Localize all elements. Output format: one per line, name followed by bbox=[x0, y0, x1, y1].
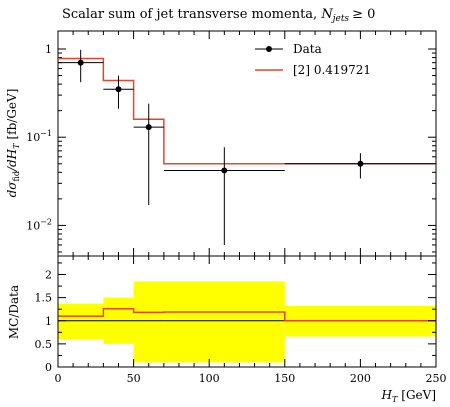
chart-title: Scalar sum of jet transverse momenta, Nj… bbox=[62, 7, 375, 24]
mc-step-line bbox=[58, 57, 436, 165]
ratio-panel: 0 0.5 1 1.5 2 0 50 100 150 200 250 bbox=[35, 255, 447, 385]
main-y-tick-label: 10−2 bbox=[26, 217, 52, 232]
data-marker bbox=[145, 124, 152, 131]
legend: Data [2] 0.419721 bbox=[255, 42, 371, 77]
x-tick-label: 150 bbox=[274, 372, 295, 385]
ratio-mc-line bbox=[58, 307, 436, 322]
data-point bbox=[133, 103, 164, 206]
ratio-y-tick-label: 0.5 bbox=[35, 338, 53, 351]
data-point bbox=[103, 75, 134, 109]
ratio-y-label: MC/Data bbox=[7, 285, 21, 339]
x-tick-label: 100 bbox=[199, 372, 220, 385]
x-tick-label: 50 bbox=[127, 372, 141, 385]
data-marker bbox=[357, 160, 364, 167]
ratio-ticks: 0 0.5 1 1.5 2 0 50 100 150 200 250 bbox=[35, 256, 447, 385]
legend-data-marker bbox=[266, 46, 272, 52]
ratio-frame bbox=[57, 255, 437, 368]
data-point bbox=[284, 153, 436, 179]
legend-data-label: Data bbox=[293, 42, 322, 56]
x-tick-label: 250 bbox=[426, 372, 447, 385]
ratio-y-tick-label: 1.5 bbox=[35, 292, 53, 305]
ratio-band bbox=[58, 281, 436, 363]
ratio-band-bin bbox=[163, 281, 285, 363]
ratio-band-bin bbox=[133, 281, 164, 363]
x-tick-label: 0 bbox=[55, 372, 62, 385]
data-point bbox=[163, 147, 285, 245]
ratio-y-tick-label: 2 bbox=[45, 269, 52, 282]
x-axis-label: HT [GeV] bbox=[380, 388, 436, 404]
x-tick-label: 200 bbox=[350, 372, 371, 385]
main-ticks: 1 10−1 10−2 bbox=[26, 31, 437, 256]
main-frame bbox=[57, 30, 437, 257]
data-point bbox=[58, 49, 104, 83]
ratio-band-bin bbox=[58, 303, 104, 340]
main-y-tick-label: 10−1 bbox=[26, 129, 52, 144]
ratio-y-tick-label: 0 bbox=[45, 361, 52, 374]
data-marker bbox=[77, 59, 84, 66]
data-marker bbox=[221, 167, 228, 174]
ratio-y-tick-label: 1 bbox=[45, 315, 52, 328]
main-y-label: dσfid/dHT[fb/GeV] bbox=[5, 89, 21, 198]
main-series bbox=[58, 49, 436, 245]
main-panel: 1 10−1 10−2 bbox=[26, 30, 437, 257]
data-marker bbox=[115, 86, 122, 93]
main-y-tick-label: 1 bbox=[45, 43, 52, 56]
ratio-line bbox=[58, 307, 436, 322]
legend-mc-label: [2] 0.419721 bbox=[293, 63, 371, 77]
